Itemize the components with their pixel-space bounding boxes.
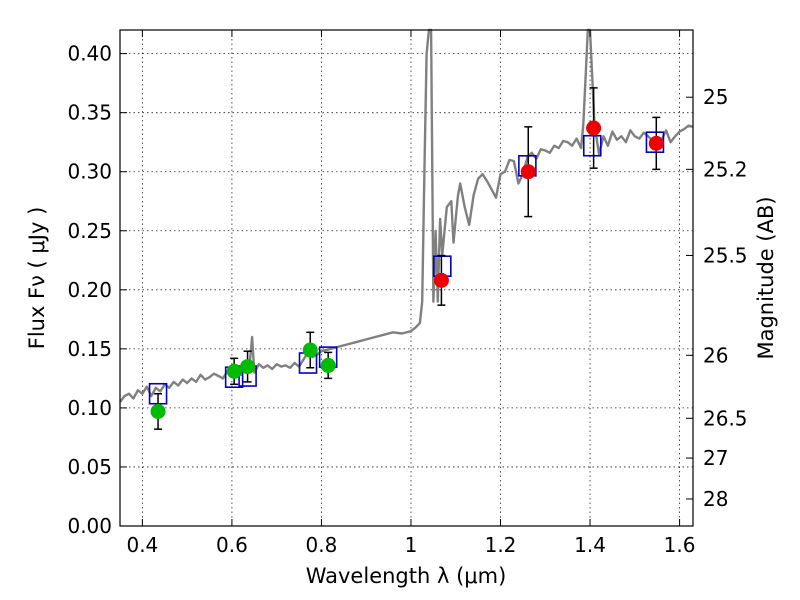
magnitude-tick-label: 27: [703, 446, 728, 470]
magnitude-tick-label: 25.5: [703, 243, 748, 267]
y-axis-label: Flux Fν ( μJy ): [25, 207, 49, 350]
y-tick-label: 0.20: [67, 278, 112, 302]
x-axis-label: Wavelength λ (μm): [306, 564, 507, 588]
data-point: [150, 403, 166, 419]
plot-frame: [119, 29, 694, 527]
data-point: [520, 164, 536, 180]
observed-points: [150, 120, 664, 419]
magnitude-tick-labels: 25 25.2 25.5 26 26.5 27 28: [703, 85, 748, 511]
magnitude-tick-label: 26.5: [703, 406, 748, 430]
magnitude-tick-label: 28: [703, 487, 728, 511]
x-tick-label: 1.6: [664, 533, 696, 557]
x-tick-label: 0.8: [306, 533, 338, 557]
magnitude-tick-label: 26: [703, 343, 728, 367]
data-point: [320, 357, 336, 373]
grid-lines: [120, 30, 693, 526]
model-spectrum: [119, 28, 694, 403]
model-spectrum-line: [119, 28, 694, 403]
y-tick-label: 0.35: [67, 101, 112, 125]
y-tick-label: 0.00: [67, 514, 112, 538]
x-tick-label: 0.4: [126, 533, 158, 557]
magnitude-tick-label: 25: [703, 85, 728, 109]
y-tick-label: 0.30: [67, 160, 112, 184]
x-tick-label: 1.2: [485, 533, 517, 557]
y2-axis-label: Magnitude (AB): [754, 196, 778, 359]
magnitude-tick-label: 25.2: [703, 157, 748, 181]
data-point: [586, 120, 602, 136]
data-point: [226, 363, 242, 379]
data-point: [302, 342, 318, 358]
y-tick-label: 0.10: [67, 396, 112, 420]
axis-ticks: [120, 30, 693, 527]
y-tick-label: 0.40: [67, 42, 112, 66]
model-photometry-boxes: [148, 131, 665, 405]
y-tick-label: 0.15: [67, 337, 112, 361]
data-point: [433, 272, 449, 288]
x-tick-label: 1.4: [574, 533, 606, 557]
x-tick-label: 0.6: [216, 533, 248, 557]
data-point: [648, 135, 664, 151]
model-box: [582, 134, 602, 157]
y-tick-label: 0.25: [67, 219, 112, 243]
data-point: [240, 359, 256, 375]
x-tick-labels: 0.4 0.6 0.8 1 1.2 1.4 1.6: [126, 533, 695, 557]
y-tick-labels: 0.00 0.05 0.10 0.15 0.20 0.25 0.30 0.35 0.40: [67, 42, 112, 538]
x-tick-label: 1: [405, 533, 418, 557]
y-tick-label: 0.05: [67, 455, 112, 479]
